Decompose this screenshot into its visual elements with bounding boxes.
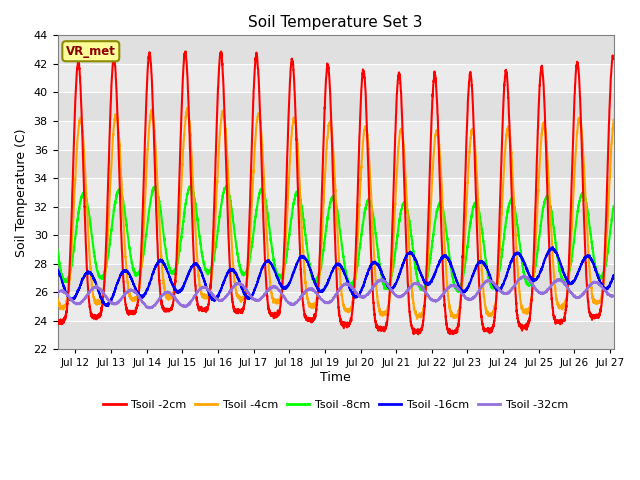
Text: VR_met: VR_met (66, 45, 116, 58)
Bar (58, 178, 614, 206)
Y-axis label: Soil Temperature (C): Soil Temperature (C) (15, 128, 28, 257)
Bar (58, 292, 614, 321)
Bar (58, 149, 614, 178)
Bar (58, 321, 614, 349)
Bar (58, 206, 614, 235)
Legend: Tsoil -2cm, Tsoil -4cm, Tsoil -8cm, Tsoil -16cm, Tsoil -32cm: Tsoil -2cm, Tsoil -4cm, Tsoil -8cm, Tsoi… (99, 396, 572, 415)
Bar (58, 93, 614, 121)
Bar (58, 121, 614, 149)
Bar (58, 235, 614, 264)
Bar (58, 64, 614, 93)
Bar (58, 264, 614, 292)
Bar (58, 36, 614, 64)
Title: Soil Temperature Set 3: Soil Temperature Set 3 (248, 15, 423, 30)
X-axis label: Time: Time (320, 371, 351, 384)
